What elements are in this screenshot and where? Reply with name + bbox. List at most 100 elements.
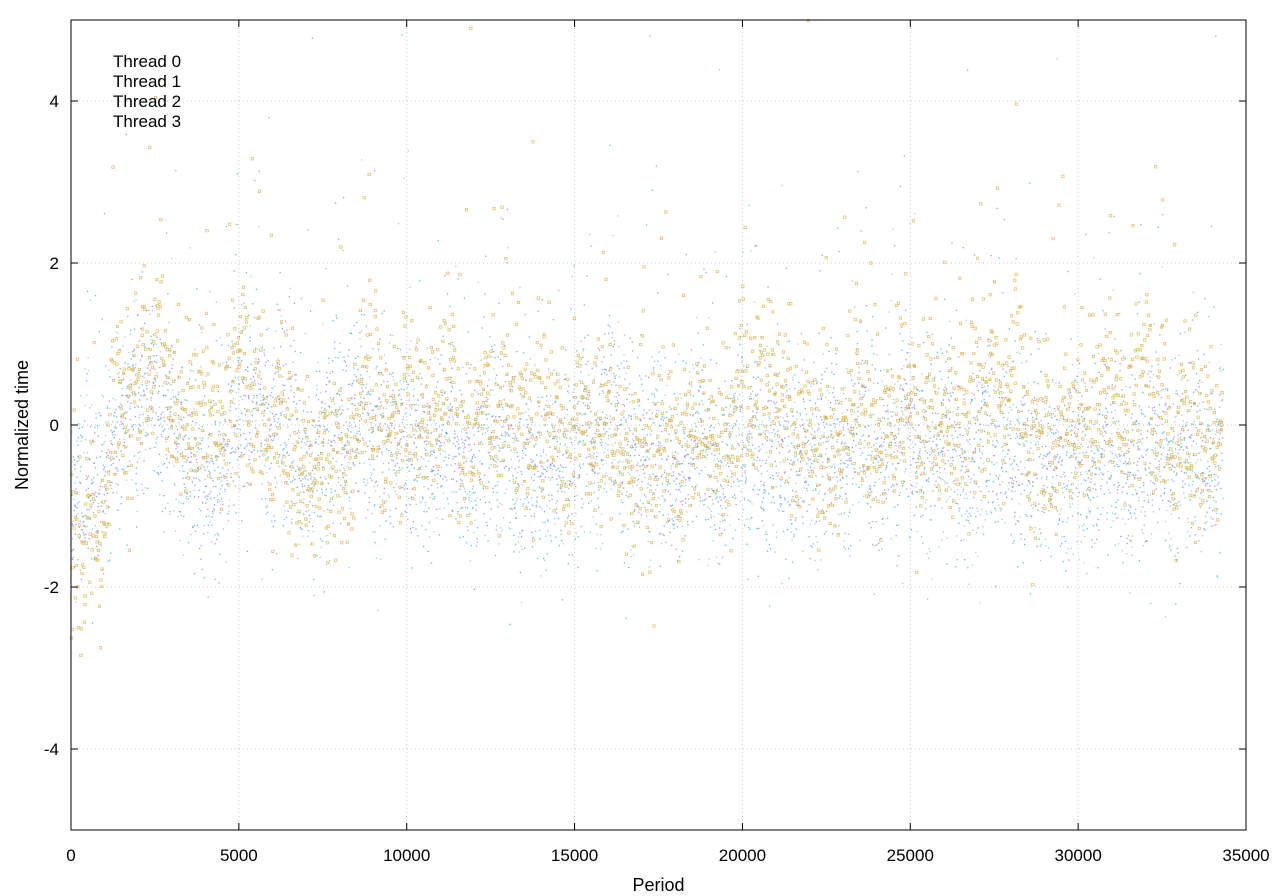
data-point	[756, 527, 758, 530]
data-point	[837, 399, 839, 401]
data-point	[638, 399, 641, 401]
data-point	[481, 433, 484, 435]
data-point	[697, 332, 699, 334]
data-point	[896, 524, 898, 527]
data-point	[131, 278, 133, 280]
data-point	[343, 424, 345, 427]
data-point	[1152, 386, 1155, 388]
data-point	[287, 418, 290, 420]
data-point	[817, 423, 820, 425]
data-point	[209, 521, 211, 523]
data-point	[207, 508, 209, 510]
data-point	[873, 353, 875, 355]
data-point	[1127, 462, 1129, 465]
data-point	[274, 520, 276, 522]
data-point	[1221, 400, 1223, 402]
data-point	[814, 444, 816, 446]
data-point	[982, 393, 984, 395]
data-point	[896, 450, 899, 452]
data-point	[864, 390, 867, 393]
data-point	[336, 413, 338, 415]
data-point	[473, 443, 475, 445]
data-point	[1217, 423, 1219, 425]
data-point	[984, 362, 986, 364]
data-point	[233, 402, 236, 405]
data-point	[430, 562, 433, 564]
data-point	[133, 328, 136, 330]
data-point	[301, 441, 303, 443]
data-point	[548, 417, 550, 419]
data-point	[650, 443, 653, 445]
data-point	[767, 407, 769, 409]
data-point	[383, 487, 385, 489]
data-point	[845, 398, 847, 400]
data-point	[801, 424, 803, 426]
data-point	[913, 406, 915, 408]
data-point	[1162, 388, 1164, 391]
data-point	[232, 380, 234, 382]
data-point	[358, 452, 360, 454]
data-point	[1068, 559, 1070, 561]
data-point	[1045, 491, 1047, 493]
data-point	[245, 272, 247, 274]
data-point	[88, 537, 90, 540]
data-point	[319, 476, 322, 479]
data-point	[243, 302, 245, 304]
data-point	[373, 505, 376, 507]
data-point	[1176, 559, 1178, 561]
data-point	[743, 365, 745, 367]
data-point	[112, 434, 114, 436]
data-point	[186, 459, 188, 461]
data-point	[973, 393, 975, 396]
data-point	[391, 404, 393, 406]
data-point	[94, 432, 96, 434]
data-point	[1051, 416, 1053, 419]
data-point	[85, 478, 88, 481]
data-point	[716, 488, 718, 491]
data-point	[72, 556, 74, 559]
data-point	[576, 350, 578, 352]
data-point	[571, 513, 573, 515]
data-point	[1072, 411, 1074, 413]
data-point	[852, 477, 854, 479]
data-point	[630, 415, 632, 418]
data-point	[980, 407, 982, 410]
data-point	[374, 531, 376, 533]
data-point	[924, 446, 926, 449]
data-point	[1123, 473, 1126, 475]
data-point	[703, 428, 706, 430]
data-point	[566, 457, 568, 459]
data-point	[714, 454, 716, 456]
data-point	[263, 354, 266, 357]
data-point	[384, 423, 386, 425]
data-point	[372, 409, 374, 411]
data-point	[1090, 450, 1093, 452]
data-point	[962, 453, 964, 455]
data-point	[1215, 35, 1217, 37]
data-point	[463, 451, 465, 453]
data-point	[456, 441, 458, 443]
data-point	[737, 385, 739, 387]
data-point	[310, 478, 312, 480]
data-point	[1124, 357, 1126, 359]
data-point	[658, 441, 660, 443]
data-point	[203, 414, 205, 416]
data-point	[695, 485, 697, 488]
data-point	[283, 389, 285, 391]
data-point	[788, 451, 790, 453]
data-point	[405, 504, 407, 507]
data-point	[219, 336, 221, 339]
data-point	[120, 496, 123, 498]
data-point	[201, 331, 203, 334]
data-point	[588, 455, 590, 458]
data-point	[1172, 438, 1174, 440]
data-point	[709, 495, 712, 498]
data-point	[718, 460, 720, 463]
data-point	[390, 522, 392, 525]
data-point	[165, 454, 167, 456]
data-point	[427, 433, 429, 435]
data-point	[735, 424, 737, 426]
data-point	[85, 475, 87, 477]
data-point	[1002, 463, 1004, 465]
data-point	[186, 399, 188, 402]
